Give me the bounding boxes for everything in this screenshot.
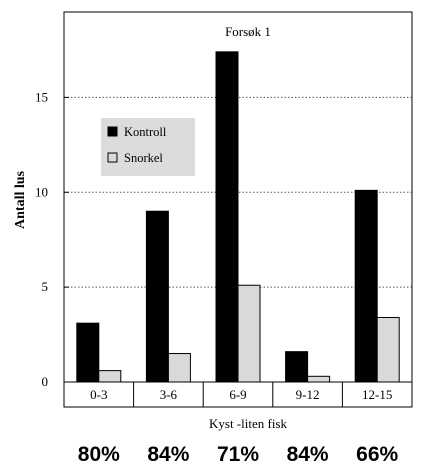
legend-swatch-kontroll [107,126,118,137]
x-tick-label: 0-3 [90,387,107,402]
x-axis-label: Kyst -liten fisk [209,416,287,431]
y-tick-label: 0 [42,374,49,389]
percentage-label: 80% [78,443,120,466]
legend-label-kontroll: Kontroll [124,125,167,139]
y-tick-label: 15 [35,89,48,104]
y-tick-label: 10 [35,184,48,199]
bar-snorkel-9-12 [307,375,331,383]
percentage-labels: 80% 84% 71% 84% 66% [78,443,399,466]
percentage-label: 66% [356,443,398,466]
bar-kontroll-9-12 [285,351,309,383]
bar-kontroll-12-15 [354,189,378,383]
bar-kontroll-6-9 [215,51,239,383]
x-tick-label: 6-9 [229,387,246,402]
x-tick-labels: 0-3 3-6 6-9 9-12 12-15 [90,387,392,402]
bar-snorkel-3-6 [167,353,191,383]
plot-frame [63,11,413,408]
percentage-label: 84% [147,443,189,466]
chart-title: Forsøk 1 [225,24,271,39]
bar-snorkel-0-3 [98,370,122,383]
y-tick-label: 5 [42,279,49,294]
bar-kontroll-0-3 [76,322,100,383]
bar-kontroll-3-6 [145,210,169,383]
legend-label-snorkel: Snorkel [124,151,163,165]
category-dividers [133,382,343,407]
legend-swatch-snorkel [107,152,118,163]
percentage-label: 84% [287,443,329,466]
y-axis-ticks: 0 5 10 15 [35,89,69,389]
percentage-label: 71% [217,443,259,466]
x-tick-label: 9-12 [296,387,320,402]
legend: Kontroll Snorkel [101,118,195,176]
bars [76,51,400,383]
bar-snorkel-6-9 [237,284,261,383]
x-tick-label: 12-15 [362,387,392,402]
y-axis-label: Antall lus [13,170,28,229]
bar-snorkel-12-15 [376,316,400,383]
x-tick-label: 3-6 [160,387,178,402]
